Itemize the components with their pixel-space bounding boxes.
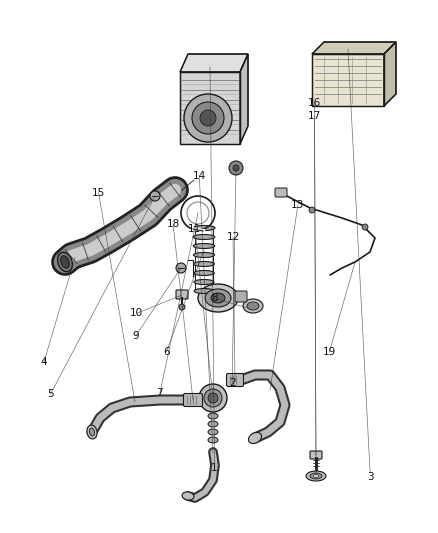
Ellipse shape [193,235,215,239]
FancyBboxPatch shape [184,393,202,407]
Ellipse shape [193,225,215,230]
Polygon shape [312,54,384,106]
FancyBboxPatch shape [226,374,244,386]
Text: 13: 13 [291,200,304,210]
Circle shape [150,191,160,201]
Circle shape [362,224,368,230]
Circle shape [184,94,232,142]
FancyBboxPatch shape [310,451,322,459]
Text: 8: 8 [211,294,218,303]
Ellipse shape [310,473,322,479]
Ellipse shape [208,437,218,443]
Polygon shape [180,72,240,144]
FancyBboxPatch shape [176,290,188,299]
Polygon shape [312,42,396,54]
Ellipse shape [87,425,97,439]
Circle shape [208,393,218,403]
Text: 17: 17 [308,111,321,121]
Ellipse shape [89,428,95,436]
FancyBboxPatch shape [275,188,287,197]
Ellipse shape [208,413,218,419]
Text: 4: 4 [40,358,47,367]
Text: 6: 6 [163,347,170,357]
Circle shape [233,165,239,171]
Text: 19: 19 [323,347,336,357]
Text: 10: 10 [130,309,143,318]
Circle shape [199,384,227,412]
Ellipse shape [314,474,318,478]
Text: 18: 18 [166,219,180,229]
Text: 12: 12 [226,232,240,242]
Ellipse shape [243,299,263,313]
Text: 2: 2 [229,378,236,387]
FancyBboxPatch shape [235,291,247,302]
Circle shape [229,161,243,175]
Text: 1: 1 [211,463,218,473]
Ellipse shape [194,262,214,266]
Ellipse shape [60,256,69,268]
Ellipse shape [57,252,72,272]
Polygon shape [180,54,248,72]
Ellipse shape [211,293,225,303]
Text: 16: 16 [308,98,321,108]
Ellipse shape [247,302,259,310]
Circle shape [179,304,185,310]
Ellipse shape [248,432,261,443]
Circle shape [309,207,315,213]
Ellipse shape [198,284,238,312]
Ellipse shape [205,289,231,307]
Text: 11: 11 [188,224,201,234]
Text: 9: 9 [132,331,139,341]
Text: 5: 5 [47,390,54,399]
Text: 3: 3 [367,472,374,482]
Circle shape [200,110,216,126]
Ellipse shape [194,288,214,294]
Ellipse shape [194,271,214,276]
Ellipse shape [182,492,194,500]
Ellipse shape [208,421,218,427]
Circle shape [192,102,224,134]
Polygon shape [240,54,248,144]
Text: 7: 7 [156,389,163,398]
Ellipse shape [194,253,215,257]
Text: 14: 14 [193,171,206,181]
Polygon shape [384,42,396,106]
Ellipse shape [306,471,326,481]
Ellipse shape [193,244,215,248]
Circle shape [176,263,186,273]
Ellipse shape [194,279,214,285]
Text: 15: 15 [92,188,105,198]
Circle shape [204,389,222,407]
Ellipse shape [208,429,218,435]
